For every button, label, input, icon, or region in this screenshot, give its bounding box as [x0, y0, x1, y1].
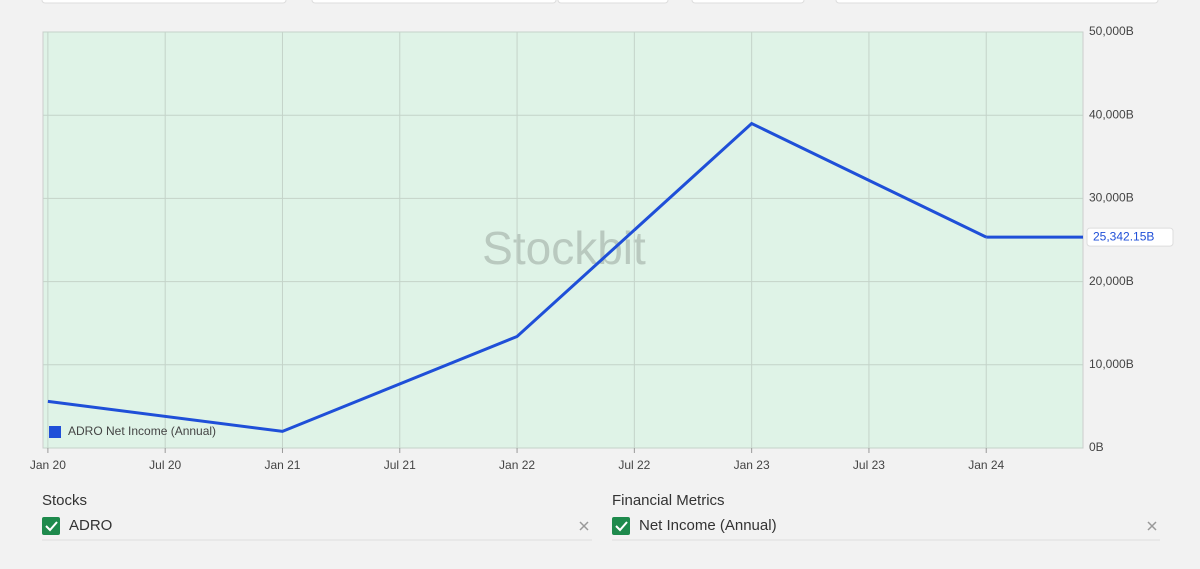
- line: [47, 121, 987, 433]
- remove-button[interactable]: [579, 521, 589, 531]
- value-label-box: [1086, 227, 1174, 247]
- chart: [43, 31, 1174, 453]
- list-item: Net Income (Annual): [639, 517, 777, 534]
- legend-label: ADRO Net Income (Annual): [68, 424, 216, 438]
- checkbox[interactable]: [42, 517, 60, 535]
- top-controls: [41, 0, 1159, 4]
- y-tick-label: 50,000B: [1089, 24, 1134, 38]
- checkmark: [45, 521, 58, 532]
- y-tick-label: 40,000B: [1089, 107, 1134, 121]
- value-label: 25,342.15B: [1093, 229, 1154, 243]
- section-title: Stocks: [42, 492, 87, 509]
- x-tick-label: Jan 23: [734, 458, 770, 472]
- x-tick-label: Jan 22: [499, 458, 535, 472]
- x-tick-label: Jan 24: [968, 458, 1004, 472]
- x-tick-label: Jul 20: [149, 458, 181, 472]
- plot-area: [42, 31, 1084, 449]
- y-tick-label: 0B: [1089, 440, 1104, 454]
- x-tick-label: Jul 22: [618, 458, 650, 472]
- control[interactable]: [691, 0, 805, 4]
- y-tick-label: 30,000B: [1089, 191, 1134, 205]
- x-tick-label: Jul 23: [853, 458, 885, 472]
- x-tick-label: Jan 20: [30, 458, 66, 472]
- legend-swatch: [49, 426, 61, 438]
- remove-button[interactable]: [1147, 521, 1157, 531]
- list-item: ADRO: [69, 517, 112, 534]
- x-tick-label: Jan 21: [264, 458, 300, 472]
- x-tick-label: Jul 21: [384, 458, 416, 472]
- checkbox[interactable]: [612, 517, 630, 535]
- section-title: Financial Metrics: [612, 492, 725, 509]
- checkmark: [615, 521, 628, 532]
- selectors: ADRO Net Income (Annual): [42, 517, 1160, 541]
- watermark: Stockbit: [482, 222, 646, 274]
- y-tick-label: 10,000B: [1089, 357, 1134, 371]
- control[interactable]: [41, 0, 287, 4]
- control[interactable]: [835, 0, 1159, 4]
- control[interactable]: [557, 0, 669, 4]
- y-tick-label: 20,000B: [1089, 274, 1134, 288]
- control[interactable]: [311, 0, 557, 4]
